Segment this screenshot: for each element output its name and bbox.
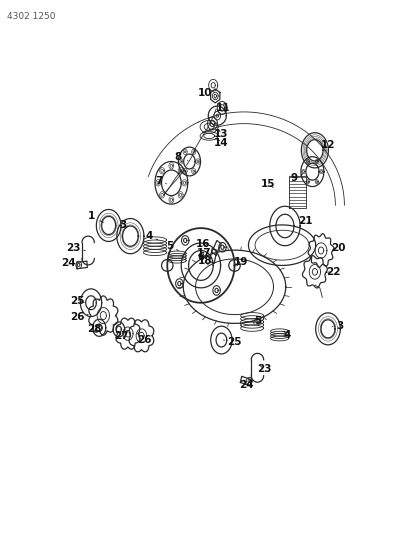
Text: 26: 26: [137, 332, 151, 345]
Text: 5: 5: [254, 316, 261, 326]
Text: 23: 23: [66, 243, 85, 253]
Text: 20: 20: [330, 243, 345, 253]
Text: 23: 23: [256, 365, 271, 374]
Text: 10: 10: [197, 88, 215, 99]
Text: 21: 21: [297, 216, 312, 226]
Text: 28: 28: [87, 325, 101, 334]
Text: 3: 3: [119, 220, 126, 230]
Text: 24: 24: [61, 258, 79, 268]
Text: 14: 14: [213, 138, 228, 148]
Text: 25: 25: [70, 296, 84, 306]
Text: 4: 4: [283, 330, 290, 340]
Text: 19: 19: [233, 257, 248, 267]
Text: 26: 26: [70, 312, 88, 322]
Text: 4: 4: [146, 231, 157, 240]
Text: 7: 7: [155, 176, 166, 186]
Text: 5: 5: [166, 241, 178, 251]
Text: 11: 11: [216, 103, 230, 112]
Text: 13: 13: [213, 130, 228, 139]
Text: 9: 9: [290, 173, 302, 183]
Text: 4302 1250: 4302 1250: [7, 12, 56, 21]
Text: 3: 3: [331, 321, 342, 331]
Text: 24: 24: [238, 380, 253, 390]
Text: 17: 17: [196, 248, 211, 258]
Text: 1: 1: [87, 211, 103, 223]
Text: 8: 8: [174, 152, 187, 162]
Text: 27: 27: [113, 331, 128, 341]
Text: 25: 25: [223, 337, 241, 347]
Text: 18: 18: [197, 256, 212, 266]
Text: 12: 12: [320, 140, 335, 150]
Text: 16: 16: [195, 239, 210, 249]
Text: 22: 22: [325, 267, 339, 277]
Text: 6: 6: [197, 252, 209, 262]
Text: 15: 15: [261, 179, 275, 189]
